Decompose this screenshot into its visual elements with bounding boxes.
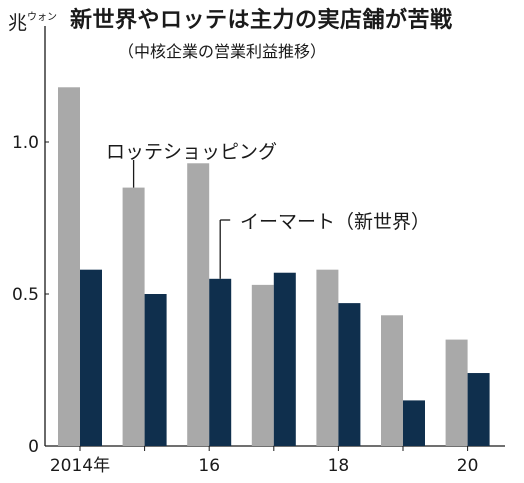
y-tick-label: 1.0 <box>12 133 39 153</box>
bar-emart <box>144 294 167 446</box>
axes: 0 0.5 1.0 2014年 16 18 20 <box>12 26 505 476</box>
bar-emart <box>403 400 425 446</box>
bar-emart <box>209 278 232 446</box>
bar-lotte <box>187 163 210 446</box>
chart-subtitle: （中核企業の営業利益推移） <box>118 42 327 61</box>
bar-lotte <box>122 187 145 446</box>
annotation-emart: イーマート（新世界） <box>240 211 430 233</box>
x-tick-label: 16 <box>198 456 220 476</box>
bar-lotte <box>445 339 468 446</box>
y-tick-label: 0 <box>28 437 39 457</box>
bar-emart <box>273 272 296 446</box>
bar-lotte <box>251 284 274 446</box>
x-tick-label: 2014年 <box>50 456 110 476</box>
x-tick-label: 20 <box>457 456 479 476</box>
y-tick-label: 0.5 <box>12 285 39 305</box>
bar-emart <box>338 303 361 446</box>
bars <box>58 87 490 446</box>
bar-lotte <box>58 87 80 446</box>
bar-emart <box>80 269 102 446</box>
annotation-lotte: ロッテショッピング <box>106 141 277 163</box>
bar-emart <box>467 373 490 446</box>
bar-lotte <box>316 269 339 446</box>
bar-lotte <box>381 315 403 446</box>
chart-title: 新世界やロッテは主力の実店舗が苦戦 <box>70 8 453 33</box>
unit-small: ウォン <box>27 12 58 23</box>
unit-main: 兆 <box>8 12 28 34</box>
y-unit-label: 兆ウォン <box>8 8 57 35</box>
x-tick-label: 18 <box>328 456 350 476</box>
